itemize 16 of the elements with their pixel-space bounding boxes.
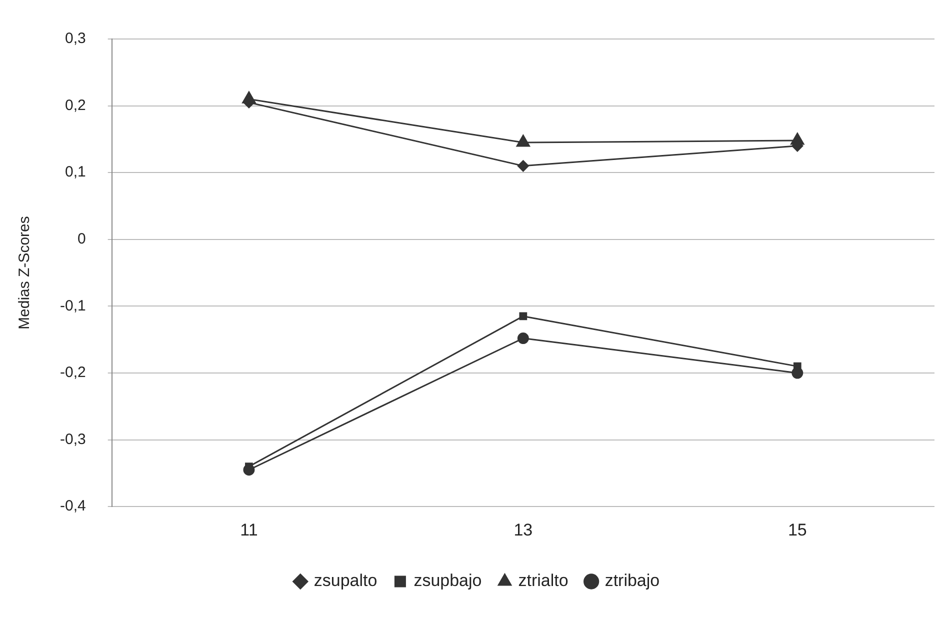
y-tick-label: -0,2 <box>60 364 86 382</box>
y-tick-label: -0,3 <box>60 430 86 448</box>
legend-label: ztrialto <box>518 571 568 590</box>
y-tick-label: 0,2 <box>64 96 86 114</box>
legend-label: zsupalto <box>314 571 378 590</box>
y-tick-label: -0,4 <box>60 498 86 515</box>
y-tick-label: -0,1 <box>60 297 86 314</box>
y-tick-label: 0,3 <box>64 30 86 48</box>
y-tick-label: 0 <box>78 230 86 248</box>
x-tick-label: 15 <box>788 520 807 540</box>
x-tick-label: 13 <box>514 520 533 540</box>
legend-label: zsupbajo <box>414 571 482 590</box>
legend-label: ztribajo <box>604 571 660 590</box>
y-axis-title: Medias Z-Scores <box>16 216 34 330</box>
y-tick-label: 0,1 <box>64 164 86 181</box>
x-tick-label: 11 <box>240 520 258 540</box>
